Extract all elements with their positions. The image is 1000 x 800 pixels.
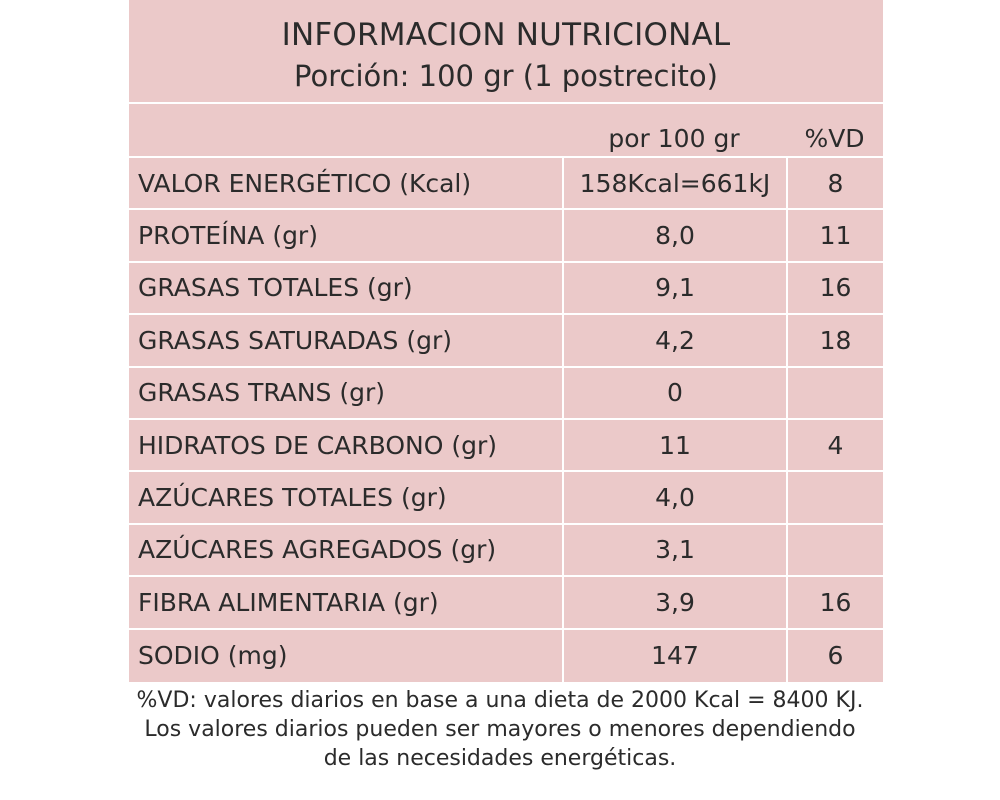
column-header-per-100: por 100 gr [608, 124, 740, 153]
table-row: VALOR ENERGÉTICO (Kcal) 158Kcal=661kJ 8 [129, 158, 883, 211]
nutrient-vd: 6 [786, 629, 883, 682]
column-header-vd: %VD [804, 124, 865, 153]
nutrient-value: 9,1 [562, 262, 786, 314]
nutrient-label: FIBRA ALIMENTARIA (gr) [138, 587, 439, 617]
nutrient-label: GRASAS SATURADAS (gr) [138, 325, 452, 355]
nutrient-value: 3,9 [562, 577, 786, 628]
nutrient-value: 8,0 [562, 210, 786, 261]
table-row: AZÚCARES TOTALES (gr) 4,0 [129, 472, 883, 525]
nutrient-label: AZÚCARES TOTALES (gr) [138, 483, 447, 513]
nutrient-value: 147 [562, 629, 786, 682]
nutrition-table: INFORMACION NUTRICIONAL Porción: 100 gr … [129, 0, 883, 682]
nutrient-vd: 16 [786, 262, 883, 314]
table-row: GRASAS TRANS (gr) 0 [129, 367, 883, 420]
nutrient-label: VALOR ENERGÉTICO (Kcal) [138, 168, 472, 198]
footnote-line: de las necesidades energéticas. [323, 746, 677, 771]
nutrient-value: 0 [562, 367, 786, 418]
nutrient-value: 158Kcal=661kJ [562, 158, 786, 209]
nutrient-label: PROTEÍNA (gr) [138, 221, 318, 251]
table-row: PROTEÍNA (gr) 8,0 11 [129, 210, 883, 263]
nutrient-value: 4,0 [562, 472, 786, 523]
table-row: FIBRA ALIMENTARIA (gr) 3,9 16 [129, 577, 883, 630]
table-row: SODIO (mg) 147 6 [129, 629, 883, 682]
serving-size: Porción: 100 gr (1 postrecito) [294, 59, 718, 93]
table-row: AZÚCARES AGREGADOS (gr) 3,1 [129, 524, 883, 578]
table-row: GRASAS TOTALES (gr) 9,1 16 [129, 262, 883, 316]
table-row: GRASAS SATURADAS (gr) 4,2 18 [129, 315, 883, 368]
nutrient-vd: 18 [786, 315, 883, 366]
nutrient-value: 4,2 [562, 315, 786, 366]
footnote-line: %VD: valores diarios en base a una dieta… [136, 688, 864, 713]
footnote-line: Los valores diarios pueden ser mayores o… [144, 717, 856, 742]
nutrient-vd: 11 [786, 210, 883, 261]
nutrient-label: GRASAS TOTALES (gr) [138, 273, 413, 303]
nutrient-vd: 4 [786, 419, 883, 471]
table-title: INFORMACION NUTRICIONAL [281, 17, 731, 53]
nutrient-value: 3,1 [562, 524, 786, 576]
nutrient-vd: 8 [786, 158, 883, 209]
column-header-row: por 100 gr %VD [129, 104, 883, 158]
nutrient-vd [786, 472, 883, 523]
table-row: HIDRATOS DE CARBONO (gr) 11 4 [129, 419, 883, 473]
nutrient-vd [786, 524, 883, 576]
nutrient-label: SODIO (mg) [138, 641, 288, 671]
nutrient-label: GRASAS TRANS (gr) [138, 378, 385, 408]
nutrient-vd: 16 [786, 577, 883, 628]
vd-footnote: %VD: valores diarios en base a una dieta… [100, 686, 900, 773]
table-title-block: INFORMACION NUTRICIONAL Porción: 100 gr … [129, 0, 883, 104]
nutrient-label: HIDRATOS DE CARBONO (gr) [138, 430, 497, 460]
nutrient-value: 11 [562, 419, 786, 471]
nutrient-vd [786, 367, 883, 418]
nutrient-rows: VALOR ENERGÉTICO (Kcal) 158Kcal=661kJ 8 … [129, 158, 883, 682]
nutrient-label: AZÚCARES AGREGADOS (gr) [138, 535, 497, 565]
